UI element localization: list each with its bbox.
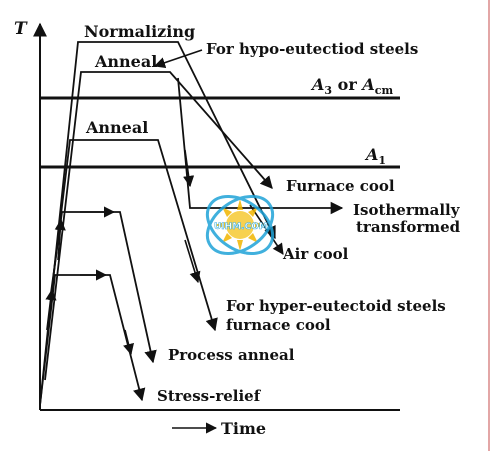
anneal-mid-label: Anneal	[85, 118, 148, 137]
y-axis-label: T	[14, 19, 28, 39]
sun-rays-icon	[214, 199, 266, 251]
anneal-top-label: Anneal	[94, 52, 157, 71]
air-cool-label: Air cool	[282, 245, 349, 263]
a1-label: A1	[364, 145, 386, 167]
x-axis-label: Time	[221, 419, 266, 438]
process-anneal-label: Process anneal	[168, 346, 295, 364]
uihm-watermark-logo: UIHM.COM	[205, 194, 275, 256]
process-anneal-rise-arrow	[54, 218, 66, 261]
stress-relief-label: Stress-relief	[157, 387, 262, 405]
stress-relief-drop-arrow	[123, 329, 134, 356]
hyper-label-2: furnace cool	[226, 316, 331, 334]
hypo-label: For hypo-eutectiod steels	[206, 40, 418, 58]
stress-relief-rise-arrow	[45, 288, 57, 331]
hyper-drop-arrow	[184, 239, 201, 284]
isothermal-curve	[177, 77, 344, 215]
orbit-ring-2	[205, 194, 275, 256]
watermark-text: UIHM.COM	[214, 222, 268, 232]
isothermal-label-1: Isothermally	[353, 201, 461, 219]
isothermal-label-2: transformed	[356, 218, 461, 236]
a3-acm-label: A3 or Acm	[310, 75, 393, 97]
hyper-label-1: For hyper-eutectoid steels	[226, 297, 446, 315]
hypo-pointer-arrow	[153, 49, 203, 69]
furnace-cool-label: Furnace cool	[286, 177, 395, 195]
process-anneal-curve	[49, 211, 157, 364]
normalizing-label: Normalizing	[84, 22, 195, 41]
orbit-ring-1	[205, 194, 275, 256]
isothermal-drop-arrow	[183, 149, 195, 188]
